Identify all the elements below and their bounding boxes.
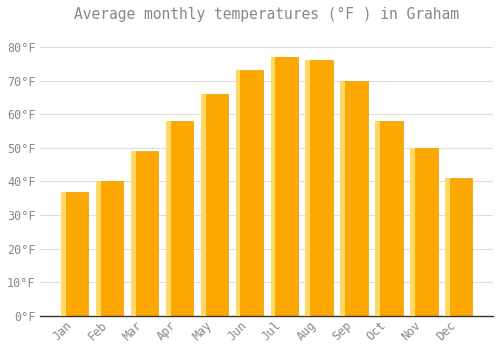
Bar xyxy=(340,80,367,316)
Bar xyxy=(306,60,310,316)
Title: Average monthly temperatures (°F ) in Graham: Average monthly temperatures (°F ) in Gr… xyxy=(74,7,459,22)
Bar xyxy=(131,151,136,316)
Bar xyxy=(445,178,472,316)
Bar xyxy=(410,148,415,316)
Bar xyxy=(236,70,263,316)
Bar xyxy=(96,181,100,316)
Bar xyxy=(270,57,298,316)
Bar xyxy=(200,94,228,316)
Bar xyxy=(200,94,205,316)
Bar xyxy=(96,181,123,316)
Bar xyxy=(236,70,240,316)
Bar xyxy=(340,80,345,316)
Bar xyxy=(61,191,88,316)
Bar xyxy=(166,121,170,316)
Bar xyxy=(166,121,193,316)
Bar xyxy=(376,121,402,316)
Bar xyxy=(445,178,450,316)
Bar xyxy=(376,121,380,316)
Bar xyxy=(306,60,332,316)
Bar xyxy=(131,151,158,316)
Bar xyxy=(270,57,276,316)
Bar xyxy=(410,148,438,316)
Bar xyxy=(61,191,66,316)
